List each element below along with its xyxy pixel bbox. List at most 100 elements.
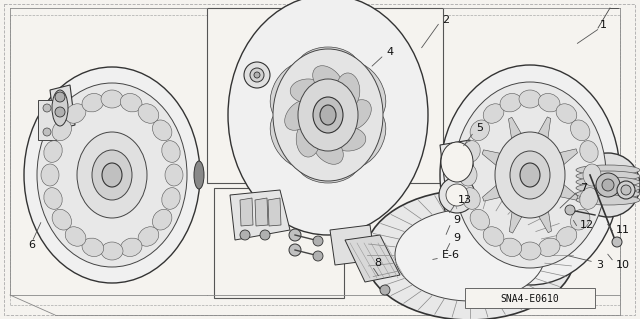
Ellipse shape xyxy=(576,171,640,181)
Ellipse shape xyxy=(41,164,59,186)
Ellipse shape xyxy=(576,183,640,193)
Ellipse shape xyxy=(289,229,301,241)
Ellipse shape xyxy=(228,0,428,235)
Ellipse shape xyxy=(510,151,550,199)
Ellipse shape xyxy=(296,47,360,91)
Ellipse shape xyxy=(500,238,522,256)
Text: 1: 1 xyxy=(600,20,607,30)
Ellipse shape xyxy=(273,49,383,181)
Ellipse shape xyxy=(298,79,358,151)
Ellipse shape xyxy=(162,141,180,162)
Text: 6: 6 xyxy=(28,240,35,250)
Ellipse shape xyxy=(289,244,301,256)
Polygon shape xyxy=(330,225,375,265)
Ellipse shape xyxy=(296,121,320,157)
Ellipse shape xyxy=(82,93,104,112)
Ellipse shape xyxy=(43,128,51,136)
Ellipse shape xyxy=(270,108,320,168)
Ellipse shape xyxy=(250,68,264,82)
Text: 9: 9 xyxy=(453,233,460,243)
Ellipse shape xyxy=(483,104,504,123)
Ellipse shape xyxy=(580,188,598,209)
Ellipse shape xyxy=(152,209,172,230)
Ellipse shape xyxy=(519,242,541,260)
Polygon shape xyxy=(255,198,268,226)
Ellipse shape xyxy=(576,153,640,217)
Polygon shape xyxy=(534,117,550,148)
Ellipse shape xyxy=(470,120,490,141)
Ellipse shape xyxy=(621,185,631,195)
Ellipse shape xyxy=(580,141,598,162)
Polygon shape xyxy=(534,202,552,233)
Ellipse shape xyxy=(92,150,132,200)
Ellipse shape xyxy=(617,181,635,199)
Ellipse shape xyxy=(583,164,601,186)
Ellipse shape xyxy=(270,62,320,122)
Ellipse shape xyxy=(439,177,475,213)
Ellipse shape xyxy=(538,93,560,112)
Ellipse shape xyxy=(44,188,62,209)
Ellipse shape xyxy=(313,134,343,164)
Ellipse shape xyxy=(320,105,336,125)
Ellipse shape xyxy=(138,104,159,123)
Ellipse shape xyxy=(336,108,386,168)
Ellipse shape xyxy=(194,161,204,189)
Text: 3: 3 xyxy=(596,260,603,270)
Ellipse shape xyxy=(538,238,560,256)
Ellipse shape xyxy=(459,164,477,186)
Ellipse shape xyxy=(395,209,545,301)
Ellipse shape xyxy=(52,209,72,230)
Ellipse shape xyxy=(576,177,640,187)
Polygon shape xyxy=(268,198,281,226)
Ellipse shape xyxy=(260,230,270,240)
Ellipse shape xyxy=(340,100,371,130)
Polygon shape xyxy=(240,198,253,226)
Ellipse shape xyxy=(285,100,316,130)
Text: 5: 5 xyxy=(476,123,483,133)
Ellipse shape xyxy=(120,93,142,112)
Ellipse shape xyxy=(441,142,473,182)
Text: 8: 8 xyxy=(374,258,381,268)
Ellipse shape xyxy=(244,62,270,88)
Bar xyxy=(465,288,595,308)
Ellipse shape xyxy=(470,209,490,230)
Ellipse shape xyxy=(495,132,565,218)
Ellipse shape xyxy=(165,164,183,186)
Ellipse shape xyxy=(313,97,343,133)
Ellipse shape xyxy=(101,242,123,260)
Polygon shape xyxy=(482,150,508,170)
Polygon shape xyxy=(509,117,526,148)
Ellipse shape xyxy=(101,90,123,108)
Ellipse shape xyxy=(565,205,575,215)
Text: SNA4-E0610: SNA4-E0610 xyxy=(500,294,559,304)
Polygon shape xyxy=(50,85,75,130)
Bar xyxy=(38,100,56,140)
Polygon shape xyxy=(230,190,290,240)
Polygon shape xyxy=(483,180,508,201)
Ellipse shape xyxy=(612,237,622,247)
Ellipse shape xyxy=(162,188,180,209)
Ellipse shape xyxy=(254,72,260,78)
Ellipse shape xyxy=(43,104,51,112)
Ellipse shape xyxy=(446,184,468,206)
Bar xyxy=(207,8,443,183)
Ellipse shape xyxy=(55,107,65,117)
Ellipse shape xyxy=(500,93,522,112)
Ellipse shape xyxy=(570,209,590,230)
Bar xyxy=(214,188,344,298)
Text: 12: 12 xyxy=(580,220,594,230)
Polygon shape xyxy=(552,149,577,170)
Text: 11: 11 xyxy=(616,225,630,235)
Ellipse shape xyxy=(596,173,620,197)
Ellipse shape xyxy=(576,189,640,199)
Text: 2: 2 xyxy=(442,15,449,25)
Ellipse shape xyxy=(24,67,200,283)
Ellipse shape xyxy=(296,139,360,183)
Text: 7: 7 xyxy=(580,183,587,193)
Ellipse shape xyxy=(440,65,620,285)
Ellipse shape xyxy=(120,238,142,256)
Text: 4: 4 xyxy=(386,47,393,57)
Ellipse shape xyxy=(65,104,86,123)
Polygon shape xyxy=(345,235,400,282)
Polygon shape xyxy=(440,140,475,185)
